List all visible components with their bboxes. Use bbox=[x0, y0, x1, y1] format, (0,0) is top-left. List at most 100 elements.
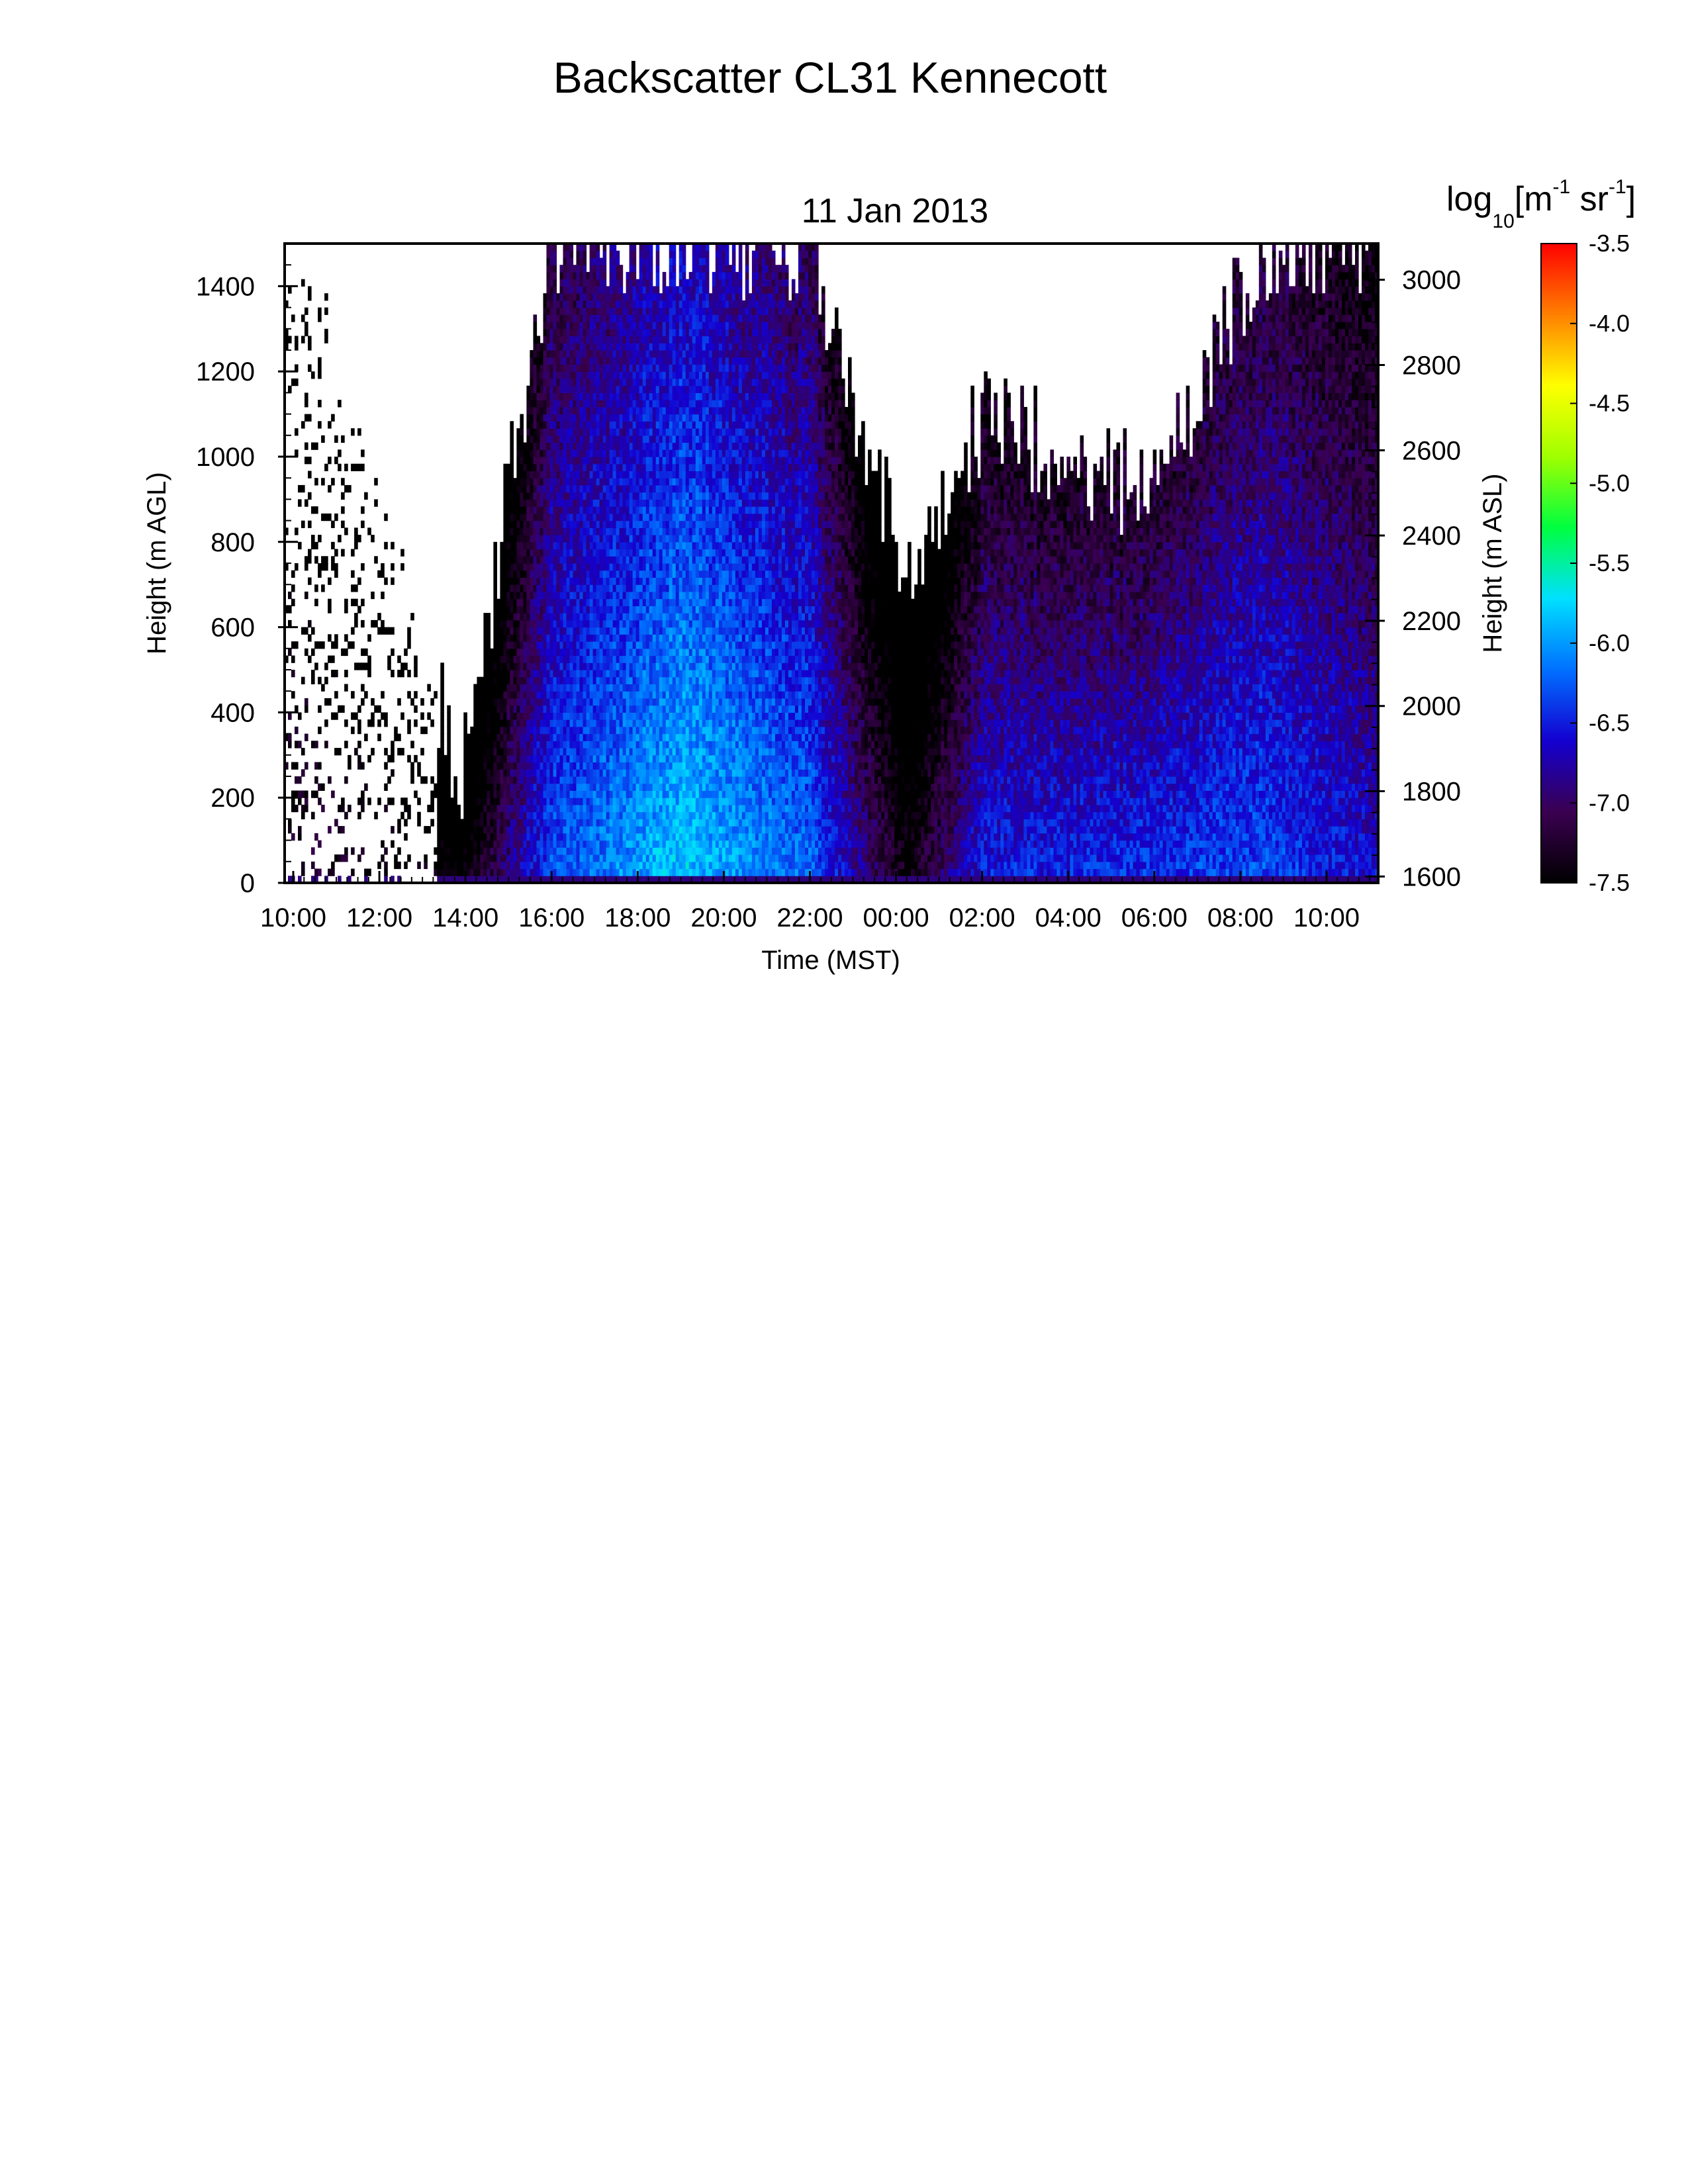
heatmap-cell bbox=[606, 485, 610, 492]
heatmap-cell bbox=[480, 841, 484, 848]
heatmap-cell bbox=[606, 791, 610, 798]
heatmap-cell bbox=[606, 784, 610, 791]
heatmap-cell bbox=[567, 826, 571, 833]
heatmap-cell bbox=[407, 627, 411, 635]
heatmap-cell bbox=[580, 336, 584, 343]
heatmap-cell bbox=[543, 854, 547, 862]
heatmap-cell bbox=[308, 656, 312, 663]
heatmap-cell bbox=[553, 649, 557, 656]
heatmap-cell bbox=[487, 677, 491, 684]
heatmap-cell bbox=[636, 841, 640, 848]
heatmap-cell bbox=[573, 521, 577, 528]
heatmap-cell bbox=[613, 627, 617, 635]
heatmap-cell bbox=[656, 286, 660, 293]
heatmap-cell bbox=[577, 769, 581, 776]
heatmap-cell bbox=[586, 464, 590, 471]
heatmap-cell bbox=[649, 258, 653, 265]
heatmap-cell bbox=[593, 428, 597, 435]
heatmap-cell bbox=[557, 428, 561, 435]
heatmap-cell bbox=[639, 471, 643, 478]
heatmap-cell bbox=[600, 691, 604, 698]
heatmap-cell bbox=[620, 684, 624, 692]
heatmap-cell bbox=[643, 542, 647, 549]
heatmap-cell bbox=[626, 464, 630, 471]
heatmap-cell bbox=[447, 797, 451, 805]
heatmap-cell bbox=[630, 279, 633, 287]
heatmap-cell bbox=[550, 336, 554, 343]
heatmap-cell bbox=[567, 847, 571, 854]
heatmap-cell bbox=[610, 649, 614, 656]
heatmap-cell bbox=[603, 719, 607, 727]
heatmap-cell bbox=[550, 492, 554, 500]
heatmap-cell bbox=[600, 662, 604, 670]
heatmap-cell bbox=[649, 584, 653, 592]
heatmap-cell bbox=[543, 300, 547, 308]
heatmap-cell bbox=[577, 854, 581, 862]
heatmap-cell bbox=[444, 805, 447, 812]
heatmap-cell bbox=[610, 457, 614, 464]
heatmap-cell bbox=[630, 506, 633, 514]
heatmap-cell bbox=[656, 649, 660, 656]
heatmap-cell bbox=[573, 634, 577, 641]
heatmap-cell bbox=[473, 833, 477, 841]
heatmap-cell bbox=[473, 797, 477, 805]
heatmap-cell bbox=[596, 705, 600, 713]
heatmap-cell bbox=[520, 556, 524, 563]
heatmap-cell bbox=[649, 371, 653, 379]
heatmap-cell bbox=[361, 847, 365, 854]
heatmap-cell bbox=[440, 698, 444, 705]
heatmap-cell bbox=[540, 535, 544, 542]
heatmap-cell bbox=[656, 258, 660, 265]
heatmap-cell bbox=[593, 797, 597, 805]
heatmap-cell bbox=[516, 428, 520, 435]
heatmap-cell bbox=[487, 847, 491, 854]
heatmap-cell bbox=[570, 592, 574, 599]
heatmap-cell bbox=[643, 535, 647, 542]
heatmap-cell bbox=[600, 521, 604, 528]
heatmap-cell bbox=[623, 392, 627, 400]
heatmap-cell bbox=[487, 691, 491, 698]
heatmap-cell bbox=[616, 464, 620, 471]
heatmap-cell bbox=[646, 854, 650, 862]
heatmap-cell bbox=[639, 762, 643, 770]
heatmap-cell bbox=[513, 549, 517, 557]
heatmap-cell bbox=[550, 762, 554, 770]
heatmap-cell bbox=[334, 514, 338, 521]
heatmap-cell bbox=[563, 379, 567, 386]
heatmap-cell bbox=[610, 805, 614, 812]
heatmap-cell bbox=[540, 443, 544, 450]
heatmap-cell bbox=[483, 727, 487, 734]
heatmap-cell bbox=[547, 606, 551, 613]
heatmap-cell bbox=[593, 826, 597, 833]
heatmap-cell bbox=[328, 698, 332, 705]
heatmap-cell bbox=[583, 314, 587, 322]
heatmap-cell bbox=[596, 542, 600, 549]
heatmap-cell bbox=[603, 350, 607, 357]
heatmap-cell bbox=[543, 350, 547, 357]
heatmap-cell bbox=[659, 578, 663, 585]
heatmap-cell bbox=[547, 521, 551, 528]
heatmap-cell bbox=[610, 400, 614, 407]
heatmap-cell bbox=[580, 748, 584, 755]
heatmap-cell bbox=[450, 869, 454, 876]
heatmap-cell bbox=[334, 819, 338, 826]
heatmap-cell bbox=[364, 662, 368, 670]
heatmap-cell bbox=[573, 329, 577, 336]
heatmap-cell bbox=[636, 677, 640, 684]
heatmap-cell bbox=[606, 322, 610, 329]
heatmap-cell bbox=[391, 563, 395, 570]
heatmap-cell bbox=[414, 791, 418, 798]
heatmap-cell bbox=[626, 826, 630, 833]
heatmap-cell bbox=[603, 435, 607, 443]
heatmap-cell bbox=[424, 854, 428, 862]
heatmap-cell bbox=[610, 599, 614, 606]
heatmap-cell bbox=[547, 293, 551, 300]
heatmap-cell bbox=[496, 705, 500, 713]
heatmap-cell bbox=[620, 300, 624, 308]
heatmap-cell bbox=[500, 719, 504, 727]
heatmap-cell bbox=[583, 563, 587, 570]
heatmap-cell bbox=[656, 613, 660, 620]
heatmap-cell bbox=[633, 506, 637, 514]
heatmap-cell bbox=[600, 862, 604, 869]
heatmap-cell bbox=[540, 677, 544, 684]
